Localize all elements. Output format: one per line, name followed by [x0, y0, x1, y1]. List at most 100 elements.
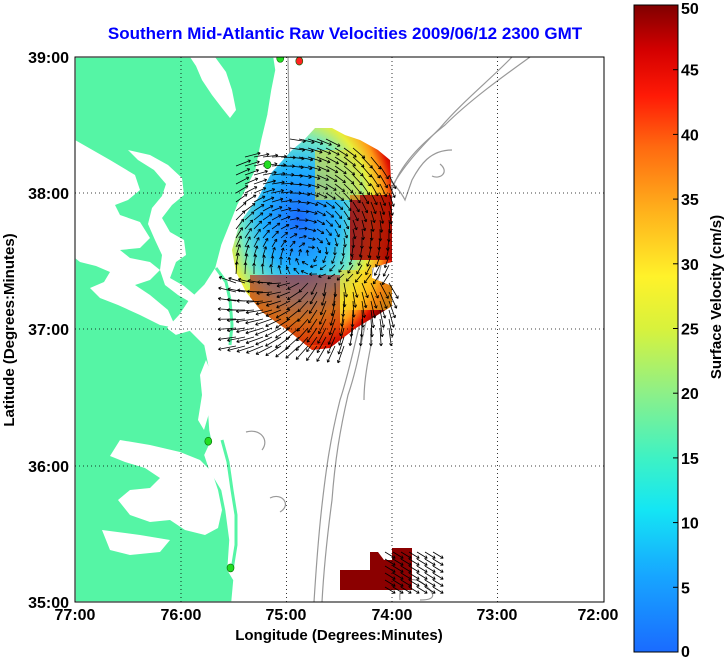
velocity-arrow [352, 192, 361, 204]
velocity-arrow [289, 248, 294, 257]
velocity-arrow [370, 309, 376, 329]
velocity-arrow [379, 300, 387, 319]
velocity-arrow [370, 282, 379, 299]
velocity-arrow [253, 178, 268, 185]
velocity-arrow [384, 579, 396, 587]
velocity-arrow [271, 246, 276, 257]
colorbar-scale [633, 4, 679, 653]
velocity-patch-south [340, 548, 444, 594]
velocity-arrow [276, 300, 291, 309]
velocity-arrow [289, 208, 301, 213]
velocity-arrow [298, 226, 308, 231]
velocity-arrow [334, 174, 346, 184]
velocity-arrow [256, 291, 273, 295]
velocity-arrow [343, 174, 355, 185]
velocity-arrow [370, 291, 378, 309]
velocity-arrow [325, 192, 336, 200]
velocity-arrow [262, 254, 266, 266]
velocity-arrow [228, 276, 246, 284]
velocity-arrow [334, 156, 348, 166]
velocity-arrow [307, 245, 315, 250]
velocity-arrow [265, 345, 282, 356]
x-tick-label: 72:00 [578, 607, 619, 624]
velocity-arrow [275, 318, 291, 329]
velocity-arrow [316, 246, 321, 254]
velocity-arrow [372, 273, 381, 285]
velocity-arrow [316, 228, 325, 235]
velocity-arrow [287, 282, 300, 290]
velocity-arrow [361, 201, 369, 214]
velocity-arrow [244, 244, 250, 257]
velocity-arrow [334, 210, 343, 220]
velocity-arrow [271, 222, 281, 230]
velocity-arrow [388, 282, 399, 299]
velocity-arrow [253, 152, 270, 158]
station-marker [295, 57, 304, 66]
velocity-arrow [235, 227, 243, 239]
velocity-arrow [327, 327, 336, 345]
velocity-arrow [361, 183, 371, 196]
velocity-vectors-south [384, 551, 444, 594]
velocity-arrow [358, 246, 363, 258]
velocity-arrow [245, 318, 264, 325]
velocity-arrow [392, 579, 404, 587]
x-tick-label: 73:00 [477, 607, 518, 624]
velocity-arrow [382, 264, 390, 277]
colorbar-tick-label: 25 [681, 322, 699, 339]
velocity-arrow [352, 291, 357, 308]
velocity-arrow [432, 565, 444, 573]
velocity-arrow [287, 291, 300, 301]
velocity-arrow [400, 565, 412, 573]
velocity-arrow [253, 220, 263, 230]
velocity-arrow [307, 237, 316, 241]
velocity-arrow [325, 228, 332, 236]
x-axis: 77:00 76:00 75:00 74:00 73:00 72:00 Long… [55, 607, 619, 644]
velocity-arrow [316, 165, 330, 173]
velocity-arrow [336, 273, 345, 281]
delaware-bay [190, 57, 236, 118]
velocity-arrow [226, 318, 246, 323]
velocity-arrow [244, 177, 259, 185]
velocity-arrow [262, 196, 275, 203]
velocity-arrow [266, 281, 282, 286]
colorbar-label: Surface Velocity (cm/s) [708, 215, 724, 379]
x-tick-label: 77:00 [55, 607, 96, 624]
velocity-arrow [285, 345, 300, 359]
velocity-arrow [345, 273, 354, 282]
velocity-arrow [361, 228, 366, 240]
plot-area [74, 56, 605, 603]
velocity-arrow [325, 156, 339, 165]
velocity-arrow [286, 300, 300, 311]
velocity-field [217, 128, 399, 364]
velocity-arrow [227, 345, 246, 352]
velocity-arrow [400, 572, 412, 580]
velocity-arrow [279, 256, 283, 266]
velocity-arrow [334, 237, 339, 247]
velocity-arrow [341, 246, 346, 257]
velocity-arrow [265, 309, 282, 317]
velocity-arrow [255, 345, 273, 355]
velocity-arrow [262, 246, 268, 257]
velocity-arrow [392, 572, 404, 580]
velocity-arrow [298, 282, 309, 293]
velocity-arrow [388, 174, 397, 190]
velocity-arrow [343, 165, 356, 176]
velocity-arrow [244, 151, 261, 158]
velocity-arrow [325, 147, 340, 156]
velocity-arrow [217, 317, 237, 322]
velocity-arrow [379, 291, 388, 309]
velocity-arrow [307, 183, 320, 189]
velocity-arrow [329, 264, 336, 272]
velocity-arrow [339, 255, 345, 265]
velocity-arrow [285, 266, 291, 275]
velocity-arrow [316, 345, 327, 362]
velocity-arrow [325, 183, 337, 191]
radar-stations [204, 57, 304, 573]
velocity-arrow [400, 551, 412, 559]
velocity-arrow [343, 201, 352, 212]
velocity-arrow [316, 210, 326, 217]
x-tick-label: 75:00 [266, 607, 307, 624]
colorbar-tick-label: 5 [681, 580, 690, 597]
velocity-arrow [379, 192, 387, 207]
velocity-arrow [235, 210, 246, 221]
